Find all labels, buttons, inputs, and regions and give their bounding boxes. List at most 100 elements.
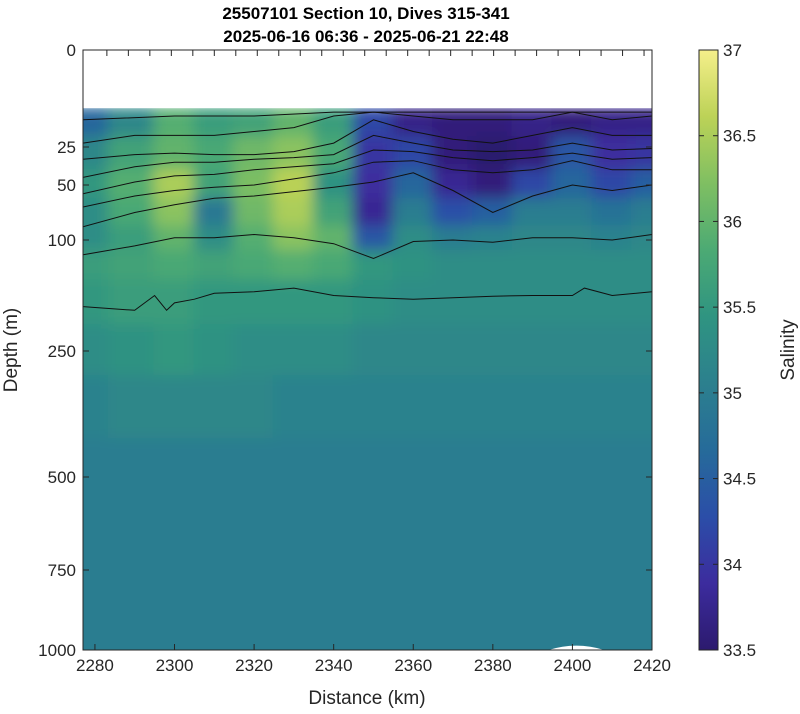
- x-tick-label: 2280: [76, 656, 114, 675]
- salinity-cell: [352, 609, 395, 650]
- no-data-surface-band: [83, 50, 652, 109]
- salinity-cell: [272, 197, 315, 228]
- salinity-cell: [193, 438, 236, 525]
- salinity-cell: [153, 168, 196, 200]
- x-tick-label: 2380: [474, 656, 512, 675]
- x-tick-label: 2360: [394, 656, 432, 675]
- salinity-cell: [193, 168, 236, 200]
- salinity-cell: [432, 136, 474, 171]
- salinity-cell: [312, 136, 355, 171]
- salinity-cell: [153, 225, 196, 253]
- salinity-cell: [83, 197, 110, 228]
- colorbar-tick-label: 35.5: [723, 298, 756, 317]
- contour-lines: [83, 111, 652, 312]
- salinity-cell: [107, 279, 156, 327]
- salinity-cell: [631, 250, 652, 282]
- salinity-cell: [432, 324, 474, 378]
- salinity-cell: [631, 136, 652, 171]
- x-axis: 2280 2300 2320 2340 2360 2380 2400 2420: [76, 644, 671, 675]
- salinity-cell: [107, 324, 156, 378]
- y-tick-label: 500: [48, 468, 76, 487]
- salinity-cell: [312, 438, 355, 525]
- salinity-cell: [83, 522, 110, 611]
- contour-line: [83, 111, 652, 144]
- salinity-cell: [153, 375, 196, 441]
- salinity-cell: [107, 250, 156, 282]
- salinity-field: [83, 107, 652, 650]
- salinity-cell: [471, 250, 514, 282]
- salinity-cell: [153, 609, 196, 650]
- salinity-cell: [631, 225, 652, 253]
- salinity-cell: [511, 375, 554, 441]
- salinity-cell: [471, 375, 514, 441]
- salinity-cell: [233, 375, 275, 441]
- contour-line: [83, 160, 652, 208]
- y-tick-label: 25: [57, 138, 76, 157]
- salinity-cell: [312, 168, 355, 200]
- salinity-cell: [511, 438, 554, 525]
- salinity-cell: [107, 197, 156, 228]
- salinity-cell: [511, 197, 554, 228]
- salinity-cell: [511, 168, 554, 200]
- salinity-cell: [591, 522, 634, 611]
- top-dive-markers: [106, 50, 645, 56]
- salinity-cell: [471, 522, 514, 611]
- salinity-cell: [471, 609, 514, 650]
- salinity-cell: [551, 438, 594, 525]
- salinity-cell: [631, 324, 652, 378]
- salinity-cell: [471, 438, 514, 525]
- salinity-cell: [352, 438, 395, 525]
- salinity-cell: [432, 438, 474, 525]
- salinity-cell: [551, 375, 594, 441]
- salinity-cell: [312, 375, 355, 441]
- salinity-cell: [591, 438, 634, 525]
- salinity-cell: [272, 107, 315, 139]
- y-tick-label: 50: [57, 176, 76, 195]
- salinity-cell: [272, 522, 315, 611]
- salinity-cell: [352, 197, 395, 228]
- salinity-cell: [352, 324, 395, 378]
- contour-line: [83, 233, 652, 260]
- x-tick-label: 2340: [315, 656, 353, 675]
- salinity-cell: [153, 324, 196, 378]
- salinity-cell: [233, 324, 275, 378]
- chart-title: 25507101 Section 10, Dives 315-341: [222, 4, 509, 23]
- colorbar-ticks: 33.5 34 34.5 35 35.5 36 36.5 37: [699, 41, 756, 660]
- plot-frame: [82, 49, 653, 651]
- salinity-cell: [511, 324, 554, 378]
- y-axis: 0 25 50 100 250 500 750 1000: [38, 41, 652, 660]
- colorbar-label: Salinity: [778, 319, 799, 381]
- colorbar-tick-label: 34: [723, 555, 742, 574]
- salinity-cell: [551, 168, 594, 200]
- salinity-cell: [193, 522, 236, 611]
- salinity-cell: [107, 609, 156, 650]
- y-axis-label: Depth (m): [1, 308, 22, 392]
- salinity-cell: [352, 522, 395, 611]
- salinity-cell: [511, 136, 554, 171]
- salinity-cell: [392, 438, 435, 525]
- salinity-cell: [392, 197, 435, 228]
- salinity-cell: [83, 279, 110, 327]
- salinity-cell: [511, 522, 554, 611]
- salinity-cell: [352, 225, 395, 253]
- salinity-cell: [312, 279, 355, 327]
- salinity-cell: [233, 438, 275, 525]
- salinity-cell: [511, 225, 554, 253]
- salinity-cell: [392, 375, 435, 441]
- salinity-cell: [83, 225, 110, 253]
- salinity-cell: [272, 324, 315, 378]
- salinity-cell: [233, 107, 275, 139]
- salinity-cell: [107, 375, 156, 441]
- salinity-cell: [471, 279, 514, 327]
- salinity-cell: [233, 522, 275, 611]
- salinity-cell: [631, 107, 652, 139]
- salinity-cell: [352, 279, 395, 327]
- salinity-cell: [272, 609, 315, 650]
- salinity-cell: [551, 250, 594, 282]
- salinity-cell: [312, 225, 355, 253]
- salinity-cell: [272, 136, 315, 171]
- salinity-cell: [233, 168, 275, 200]
- salinity-cell: [193, 250, 236, 282]
- colorbar: [698, 49, 719, 651]
- salinity-cell: [511, 609, 554, 650]
